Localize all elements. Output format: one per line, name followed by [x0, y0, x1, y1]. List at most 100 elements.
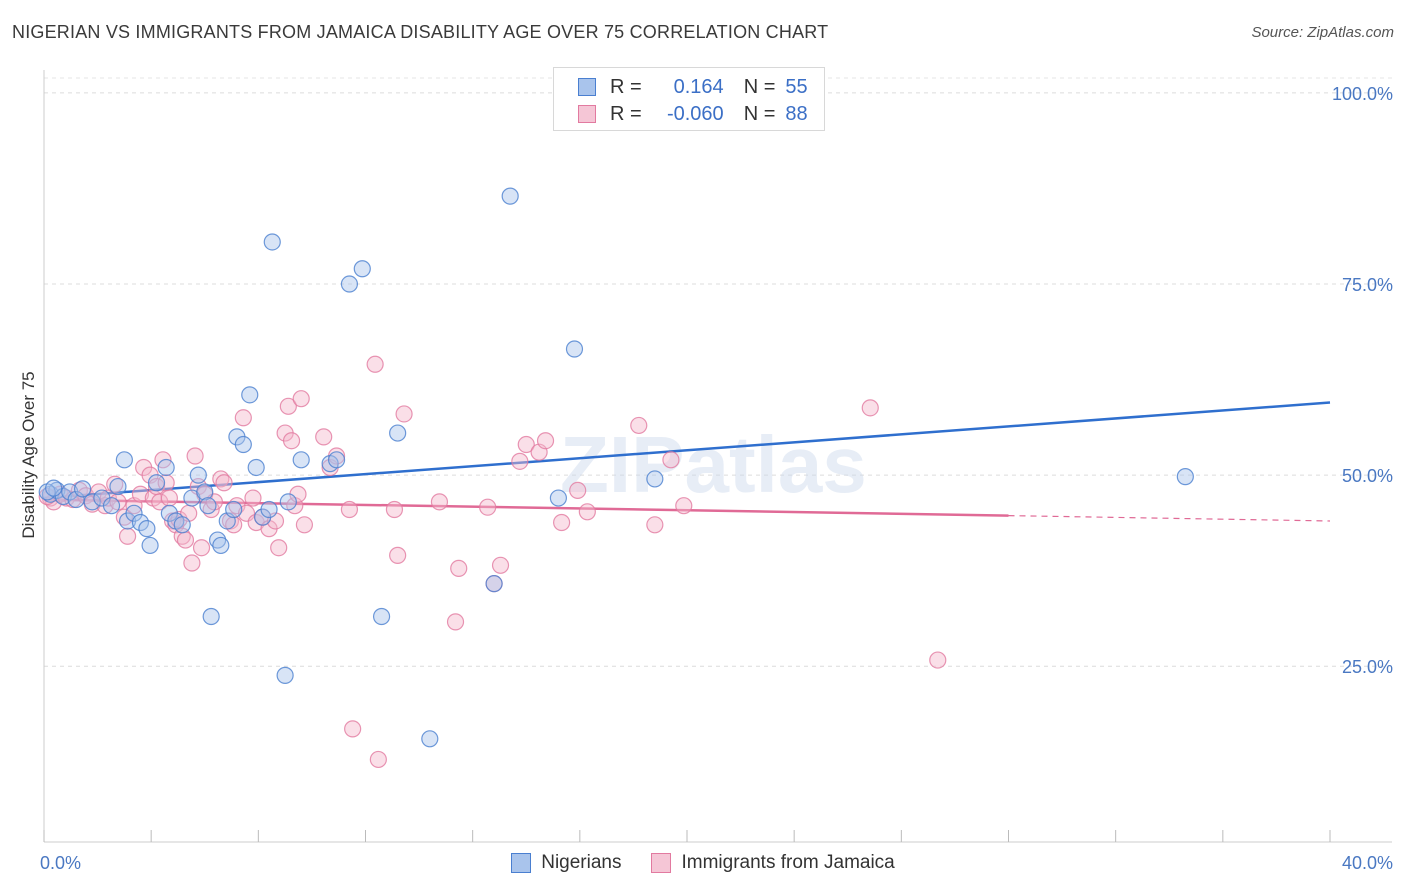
- y-tick-label: 75.0%: [1342, 275, 1393, 295]
- correlation-legend: R = 0.164 N = 55 R = -0.060 N = 88: [553, 67, 825, 131]
- point-nigerians: [102, 497, 121, 515]
- point-jamaica: [186, 447, 204, 465]
- point-nigerians: [292, 451, 310, 469]
- legend-swatch-blue: [578, 78, 596, 96]
- point-jamaica: [861, 399, 879, 417]
- legend-swatch-pink: [578, 105, 596, 123]
- point-jamaica: [578, 503, 596, 521]
- legend-n-value: 55: [785, 75, 808, 98]
- y-tick-label: 50.0%: [1342, 466, 1393, 486]
- point-nigerians: [73, 480, 92, 498]
- point-nigerians: [372, 607, 391, 626]
- point-jamaica: [118, 527, 137, 545]
- point-nigerians: [147, 474, 166, 492]
- point-nigerians: [212, 536, 230, 555]
- point-jamaica: [279, 397, 297, 415]
- legend-item-label: Nigerians: [541, 852, 622, 873]
- point-jamaica: [395, 405, 413, 423]
- point-nigerians: [263, 233, 281, 251]
- legend-swatch-pink: [651, 853, 672, 873]
- point-jamaica: [344, 720, 362, 738]
- data-points: [38, 187, 1194, 769]
- point-jamaica: [646, 516, 664, 534]
- legend-row-nigerians: R = 0.164 N = 55: [578, 74, 808, 100]
- point-nigerians: [234, 435, 252, 454]
- point-nigerians: [157, 458, 175, 477]
- point-jamaica: [295, 516, 314, 534]
- point-jamaica: [282, 432, 301, 450]
- point-jamaica: [292, 390, 310, 408]
- legend-item-nigerians: Nigerians: [511, 852, 621, 874]
- trend-line-nigerians: [43, 401, 1331, 500]
- point-jamaica: [340, 500, 359, 519]
- point-nigerians: [501, 187, 519, 205]
- point-jamaica: [131, 485, 150, 503]
- point-jamaica: [234, 409, 252, 427]
- point-jamaica: [270, 539, 288, 557]
- legend-item-label: Immigrants from Jamaica: [681, 852, 895, 873]
- point-jamaica: [244, 489, 262, 507]
- watermark: ZIPatlas: [560, 420, 867, 509]
- legend-n-label: N =: [743, 102, 776, 125]
- point-jamaica: [385, 500, 404, 519]
- point-jamaica: [662, 451, 680, 469]
- point-nigerians: [202, 607, 220, 626]
- point-nigerians: [340, 275, 359, 293]
- legend-n-label: N =: [743, 75, 776, 98]
- point-jamaica: [215, 474, 233, 492]
- y-tick-label: 100.0%: [1332, 84, 1393, 104]
- tick-labels: 25.0% 50.0% 75.0% 100.0% 0.0% 40.0%: [40, 84, 1393, 873]
- point-jamaica: [929, 651, 947, 669]
- legend-r-label: R =: [610, 75, 642, 98]
- point-jamaica: [192, 539, 211, 557]
- point-nigerians: [549, 489, 568, 507]
- point-nigerians: [247, 458, 265, 477]
- point-jamaica: [183, 554, 201, 572]
- legend-r-value: 0.164: [673, 75, 724, 98]
- point-jamaica: [517, 435, 535, 454]
- legend-item-jamaica: Immigrants from Jamaica: [651, 852, 895, 874]
- point-nigerians: [141, 536, 159, 555]
- point-nigerians: [109, 477, 127, 496]
- point-nigerians: [209, 531, 227, 549]
- point-nigerians: [225, 500, 243, 519]
- point-nigerians: [196, 483, 214, 501]
- point-nigerians: [131, 513, 150, 532]
- point-nigerians: [646, 470, 664, 488]
- point-nigerians: [327, 451, 346, 469]
- point-jamaica: [151, 493, 169, 511]
- axes: [43, 70, 1392, 843]
- legend-swatch-blue: [511, 853, 532, 873]
- point-nigerians: [485, 575, 503, 593]
- point-nigerians: [260, 500, 278, 519]
- point-nigerians: [138, 520, 156, 538]
- legend-r-value: -0.060: [666, 102, 724, 125]
- y-tick-label: 25.0%: [1342, 657, 1393, 677]
- point-jamaica: [491, 556, 510, 574]
- y-axis-label: Disability Age Over 75: [19, 371, 38, 538]
- x-tick-label: 40.0%: [1342, 853, 1393, 873]
- point-jamaica: [366, 355, 384, 373]
- point-nigerians: [173, 516, 191, 534]
- point-jamaica: [479, 498, 497, 516]
- trend-line-jamaica-extension: [1008, 515, 1331, 522]
- legend-n-value: 88: [785, 102, 808, 125]
- gridlines: [44, 77, 1392, 667]
- point-jamaica: [675, 497, 693, 515]
- point-jamaica: [569, 481, 587, 499]
- x-tick-label: 0.0%: [40, 853, 81, 873]
- point-jamaica: [315, 428, 333, 446]
- point-jamaica: [430, 493, 449, 511]
- point-jamaica: [450, 559, 468, 577]
- point-nigerians: [125, 504, 143, 522]
- point-jamaica: [389, 546, 407, 564]
- source-label: Source: ZipAtlas.com: [1251, 24, 1394, 41]
- point-nigerians: [276, 666, 294, 684]
- point-nigerians: [389, 424, 407, 442]
- point-nigerians: [353, 260, 371, 278]
- point-jamaica: [446, 613, 465, 631]
- point-nigerians: [279, 493, 297, 511]
- point-nigerians: [83, 493, 101, 511]
- point-jamaica: [553, 513, 571, 532]
